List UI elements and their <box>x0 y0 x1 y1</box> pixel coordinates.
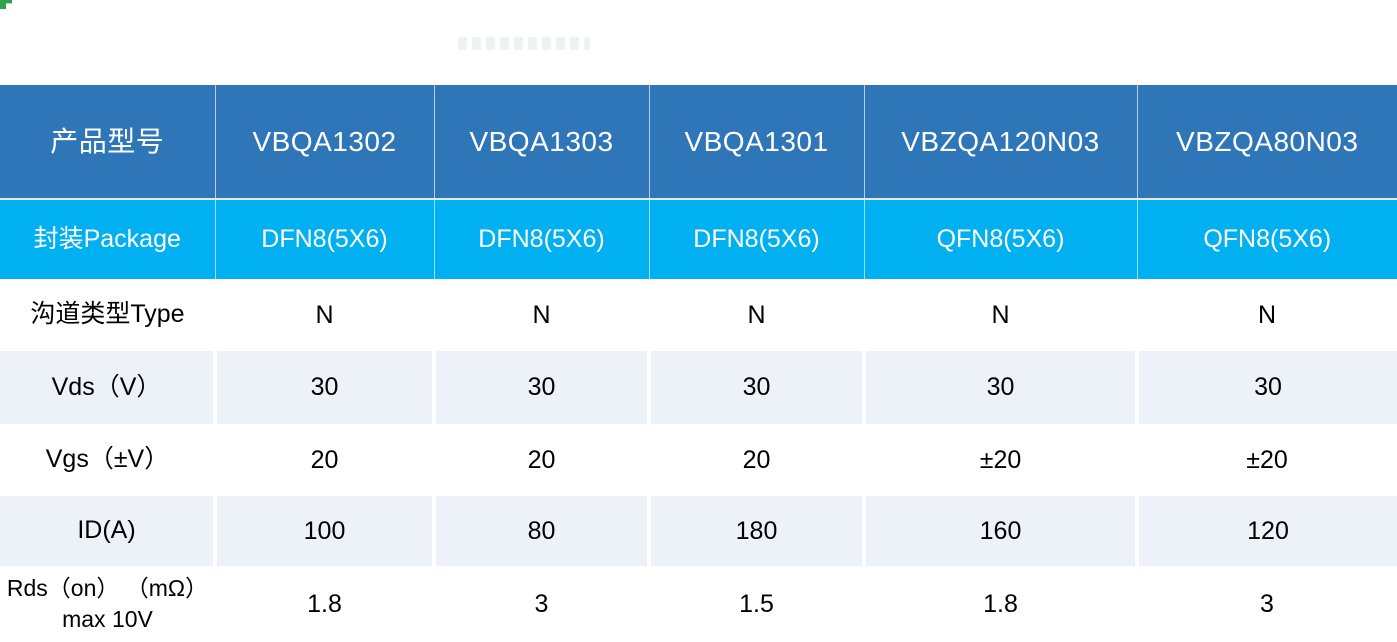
channel-type-row: 沟道类型Type N N N N N <box>0 279 1397 351</box>
id-value: 120 <box>1137 496 1397 566</box>
vds-value: 30 <box>215 351 436 424</box>
row-label-vgs: Vgs（±V） <box>0 424 215 496</box>
vgs-value: 20 <box>649 424 864 496</box>
rds-value: 1.8 <box>864 566 1137 642</box>
column-header-model-5: VBZQA80N03 <box>1137 85 1397 200</box>
rds-value: 3 <box>434 566 649 642</box>
column-header-model-2: VBQA1303 <box>434 85 650 200</box>
package-row: 封装Package DFN8(5X6) DFN8(5X6) DFN8(5X6) … <box>0 199 1397 279</box>
column-header-model-1: VBQA1302 <box>215 85 435 200</box>
rds-value: 3 <box>1137 566 1397 642</box>
vgs-value: ±20 <box>864 424 1137 496</box>
vgs-row: Vgs（±V） 20 20 20 ±20 ±20 <box>0 424 1397 496</box>
row-label-package: 封装Package <box>0 199 216 279</box>
channel-type-value: N <box>1137 279 1397 351</box>
package-value: QFN8(5X6) <box>864 199 1138 279</box>
vgs-value: 20 <box>215 424 434 496</box>
id-value: 160 <box>864 496 1139 566</box>
channel-type-value: N <box>864 279 1137 351</box>
id-value: 180 <box>649 496 866 566</box>
id-value: 100 <box>215 496 436 566</box>
vds-value: 30 <box>1137 351 1397 424</box>
package-value: DFN8(5X6) <box>649 199 865 279</box>
table-header-row: 产品型号 VBQA1302 VBQA1303 VBQA1301 VBZQA120… <box>0 85 1397 200</box>
faint-watermark <box>458 37 590 50</box>
channel-type-value: N <box>649 279 864 351</box>
vds-value: 30 <box>864 351 1139 424</box>
column-header-model-3: VBQA1301 <box>649 85 865 200</box>
id-value: 80 <box>434 496 651 566</box>
rds-value: 1.8 <box>215 566 434 642</box>
vds-row: Vds（V） 30 30 30 30 30 <box>0 351 1397 424</box>
package-value: DFN8(5X6) <box>434 199 650 279</box>
column-header-model-4: VBZQA120N03 <box>864 85 1138 200</box>
green-corner-artifact <box>0 0 12 9</box>
rds-row: Rds（on） （mΩ）max 10V 1.8 3 1.5 1.8 3 <box>0 566 1397 642</box>
vgs-value: 20 <box>434 424 649 496</box>
row-label-id: ID(A) <box>0 496 217 566</box>
vgs-value: ±20 <box>1137 424 1397 496</box>
id-row: ID(A) 100 80 180 160 120 <box>0 496 1397 566</box>
row-label-vds: Vds（V） <box>0 351 217 424</box>
package-value: DFN8(5X6) <box>215 199 435 279</box>
vds-value: 30 <box>649 351 866 424</box>
channel-type-value: N <box>215 279 434 351</box>
channel-type-value: N <box>434 279 649 351</box>
header-product-model-label: 产品型号 <box>0 85 216 200</box>
row-label-channel-type: 沟道类型Type <box>0 279 215 351</box>
rds-value: 1.5 <box>649 566 864 642</box>
vds-value: 30 <box>434 351 651 424</box>
package-value: QFN8(5X6) <box>1137 199 1397 279</box>
row-label-rds: Rds（on） （mΩ）max 10V <box>0 566 215 642</box>
product-spec-table: 产品型号 VBQA1302 VBQA1303 VBQA1301 VBZQA120… <box>0 85 1397 642</box>
